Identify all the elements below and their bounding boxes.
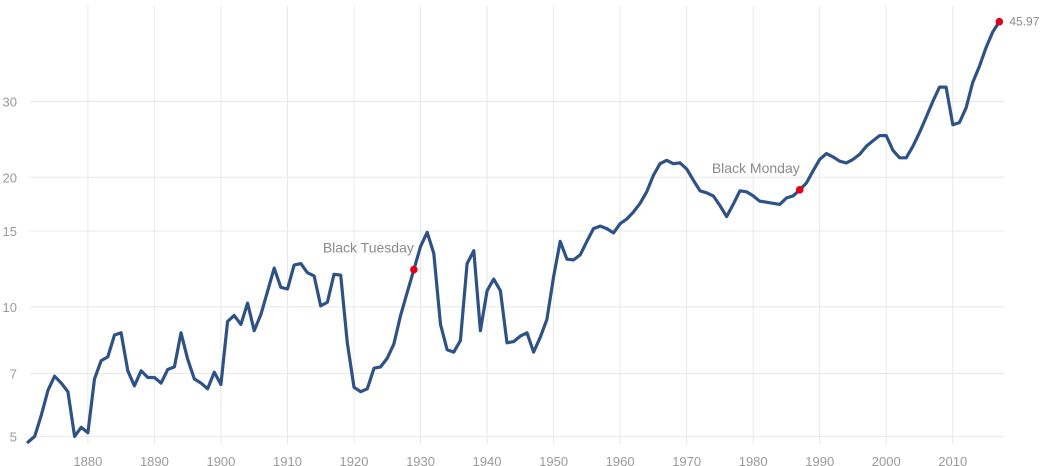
y-axis-tick-labels: 5 7 10 15 20 30: [3, 94, 17, 444]
x-tick-label: 1950: [539, 454, 568, 466]
x-tick-label: 1960: [606, 454, 635, 466]
y-tick-label: 30: [3, 94, 17, 109]
x-tick-label: 1940: [473, 454, 502, 466]
annotation-label: Black Monday: [712, 160, 800, 176]
x-tick-label: 1990: [805, 454, 834, 466]
x-tick-label: 1970: [672, 454, 701, 466]
y-tick-label: 10: [3, 300, 17, 315]
x-axis-tick-labels: 1880 1890 1900 1910 1920 1930 1940 1950 1960 1970…: [73, 454, 967, 466]
y-tick-label: 20: [3, 170, 17, 185]
x-tick-label: 1930: [406, 454, 435, 466]
end-point-marker: [995, 17, 1004, 26]
x-tick-label: 1920: [340, 454, 369, 466]
annotation-marker: [795, 186, 804, 194]
x-tick-label: 1880: [73, 454, 102, 466]
annotation-marker: [410, 265, 418, 274]
end-point: 45.97: [995, 15, 1040, 29]
annotation-label: Black Tuesday: [323, 240, 414, 256]
y-tick-label: 15: [3, 224, 17, 239]
x-tick-label: 1980: [739, 454, 768, 466]
x-tick-label: 1910: [273, 454, 302, 466]
y-tick-label: 7: [10, 366, 17, 381]
x-tick-label: 2010: [938, 454, 967, 466]
x-tick-label: 1890: [140, 454, 169, 466]
y-tick-label: 5: [10, 429, 17, 444]
end-point-label: 45.97: [1009, 15, 1039, 29]
x-tick-label: 2000: [872, 454, 901, 466]
x-gridlines: [87, 6, 954, 444]
x-tick-label: 1900: [206, 454, 235, 466]
y-gridlines: [30, 100, 1004, 437]
annotations: Black Tuesday Black Monday: [323, 160, 804, 274]
series-line: [26, 20, 1001, 444]
